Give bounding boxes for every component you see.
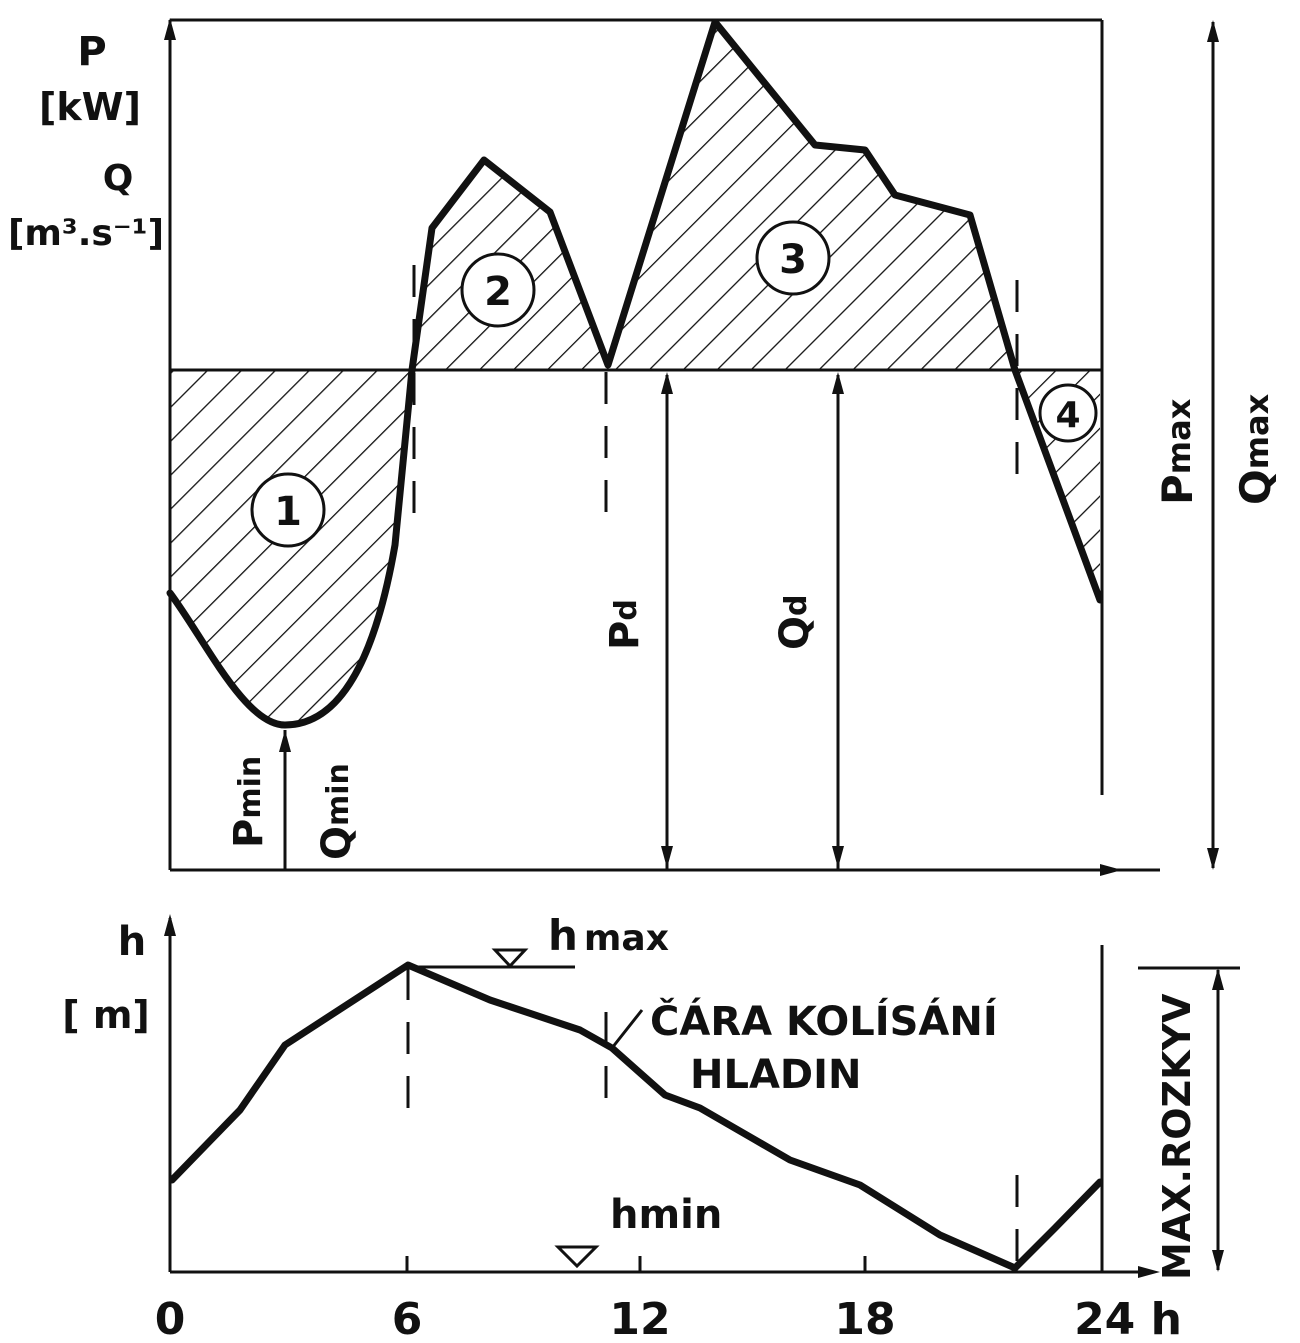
hmax-marker-icon [491, 948, 529, 969]
upper-x-arrow-icon [1100, 864, 1122, 876]
curve-label-line1: ČÁRA KOLÍSÁNÍ [650, 997, 998, 1045]
upper-panel: 1 2 3 4 P [kW] Q [m³.s⁻¹] Pmin Qmin [8, 18, 1280, 876]
max-range-arrow-down-icon [1212, 1250, 1224, 1272]
area-4-label: 4 [1038, 383, 1098, 443]
lower-y-unit: [ m] [62, 993, 150, 1037]
svg-text:1: 1 [274, 489, 302, 535]
pmax-label: Pmax [1153, 398, 1202, 505]
area-2-label: 2 [460, 252, 536, 328]
area-1-hatch [170, 370, 412, 725]
pmin-arrow-head-icon [279, 730, 291, 752]
pmax-arrow-down-icon [1207, 848, 1219, 870]
svg-text:4: 4 [1055, 395, 1080, 436]
max-range-label: MAX.ROZKYV [1155, 993, 1199, 1280]
qd-arrow-down-icon [832, 846, 844, 868]
area-1-label: 1 [250, 472, 326, 548]
y-label-q: Q [103, 158, 134, 199]
pmin-label: Pmin [226, 756, 272, 848]
qd-label: Qd [772, 595, 818, 651]
load-curve [166, 18, 1104, 729]
y-unit-m3s: [m³.s⁻¹] [8, 213, 164, 254]
pd-label: Pd [602, 599, 648, 650]
y-unit-kw: [kW] [39, 85, 141, 129]
qmax-label: Qmax [1231, 393, 1280, 505]
svg-text:2: 2 [484, 269, 512, 315]
pd-arrow-up-icon [661, 372, 673, 394]
upper-y-arrow-icon [164, 18, 176, 40]
svg-text:3: 3 [779, 237, 807, 283]
curve-label-line2: HLADIN [690, 1052, 861, 1098]
x-tick-label-0: 0 [155, 1294, 186, 1343]
x-tick-label-24: 24 h [1074, 1294, 1182, 1343]
qmin-label: Qmin [314, 763, 360, 860]
hmin-marker-icon [554, 1245, 600, 1269]
area-3-label: 3 [755, 220, 831, 296]
hmax-label: h max [548, 911, 669, 960]
y-label-p: P [77, 29, 106, 75]
x-tick-label-6: 6 [392, 1294, 423, 1343]
pd-arrow-down-icon [661, 846, 673, 868]
max-range-arrow-up-icon [1212, 968, 1224, 990]
lower-y-arrow-icon [164, 914, 176, 936]
x-tick-label-18: 18 [834, 1294, 895, 1343]
lower-x-arrow-icon [1138, 1266, 1160, 1278]
x-tick-label-12: 12 [609, 1294, 670, 1343]
qd-arrow-up-icon [832, 372, 844, 394]
water-level-curve [168, 961, 1104, 1272]
lower-panel: h max hmin ČÁRA KOLÍSÁNÍ HLADIN h [ m] MA… [62, 911, 1240, 1343]
area-3-hatch [608, 22, 1015, 370]
pmax-arrow-up-icon [1207, 20, 1219, 42]
hmin-label: hmin [610, 1192, 722, 1238]
lower-y-label-h: h [118, 919, 146, 965]
curve-label-pointer [610, 1009, 644, 1049]
